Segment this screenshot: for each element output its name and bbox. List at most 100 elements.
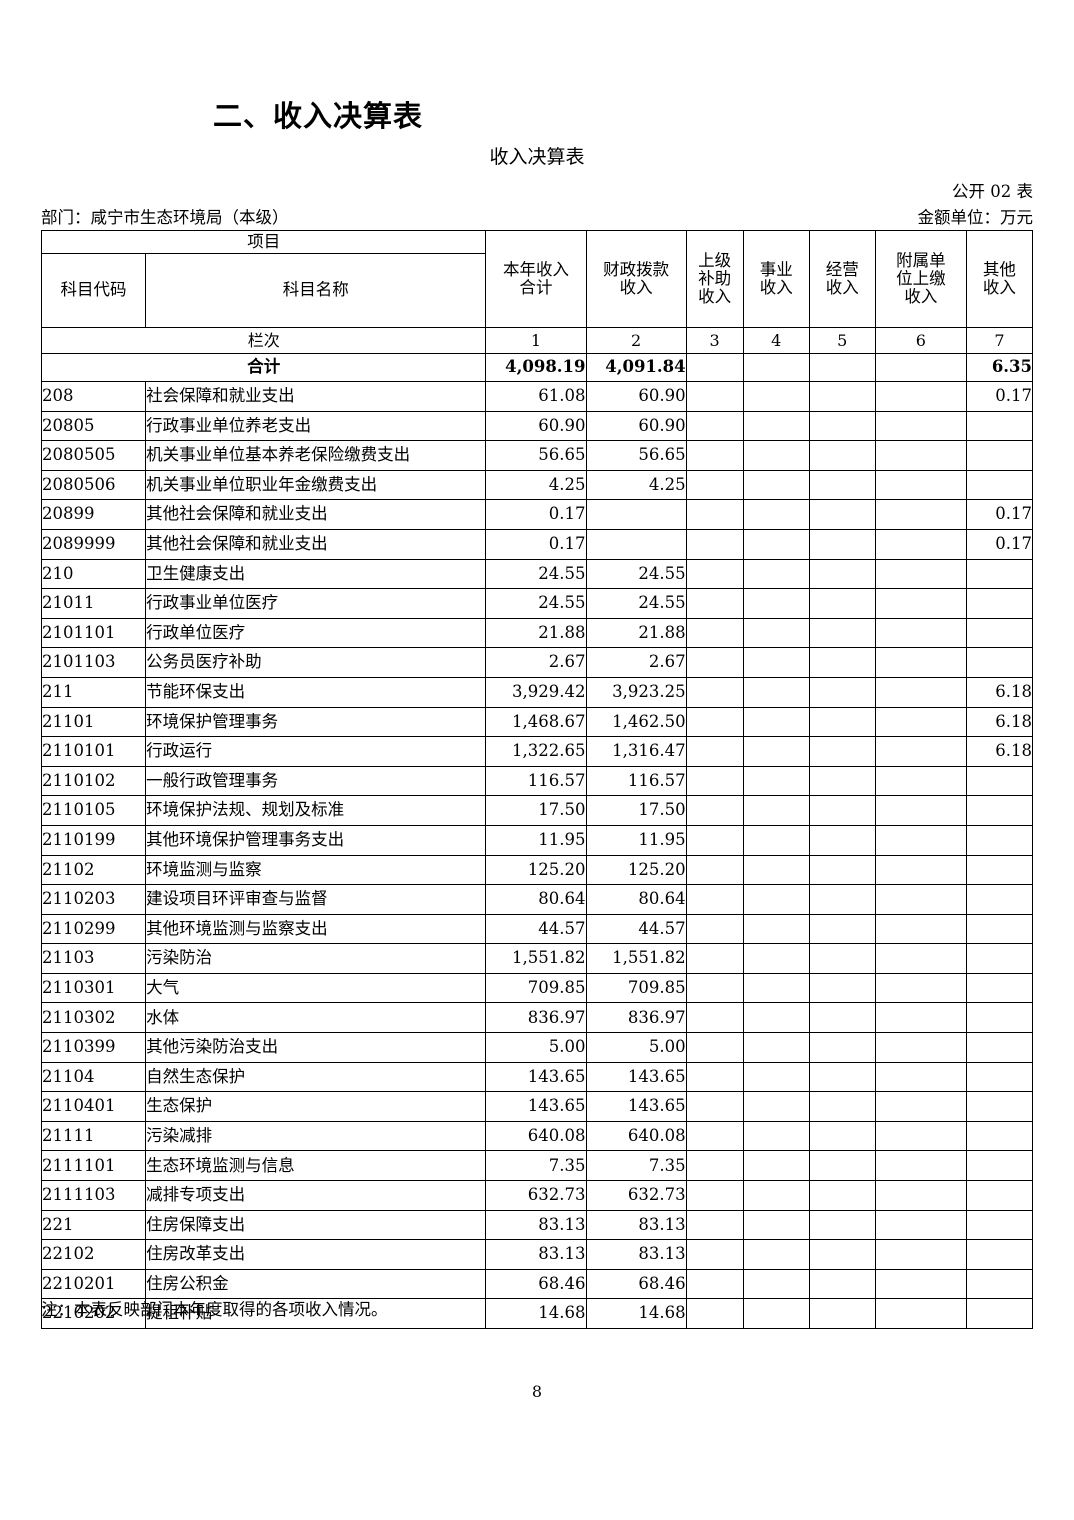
row-value-1: 83.13 bbox=[485, 1209, 587, 1241]
row-value-3 bbox=[685, 647, 744, 678]
row-code: 21104 bbox=[40, 1061, 147, 1093]
table-row: 21104 自然生态保护 143.65 143.65 bbox=[40, 1061, 1034, 1093]
row-value-2: 11.95 bbox=[585, 824, 687, 856]
row-value-1: 7.35 bbox=[485, 1150, 587, 1182]
row-value-3 bbox=[685, 410, 744, 442]
row-value-5 bbox=[808, 528, 876, 560]
row-value-1: 836.97 bbox=[485, 1002, 587, 1034]
row-value-2: 2.67 bbox=[585, 647, 687, 678]
row-value-3 bbox=[685, 1239, 744, 1270]
row-value-6 bbox=[874, 469, 967, 501]
row-value-3 bbox=[685, 824, 744, 856]
total-label: 合计 bbox=[40, 353, 487, 382]
col-header-name: 科目名称 bbox=[145, 253, 487, 328]
row-value-5 bbox=[808, 1002, 876, 1034]
row-name: 其他社会保障和就业支出 bbox=[145, 528, 487, 560]
row-value-6 bbox=[874, 1180, 967, 1211]
row-value-5 bbox=[808, 706, 876, 738]
table-row: 2110302 水体 836.97 836.97 bbox=[40, 1002, 1034, 1034]
row-value-7 bbox=[965, 1150, 1034, 1182]
row-value-1: 80.64 bbox=[485, 884, 587, 915]
col-header-line: 位上缴 bbox=[896, 269, 946, 289]
row-value-7 bbox=[965, 1091, 1034, 1122]
lanci-number-5: 5 bbox=[808, 327, 876, 354]
row-value-1: 143.65 bbox=[485, 1061, 587, 1093]
row-value-7: 0.17 bbox=[965, 381, 1034, 412]
income-settlement-table-wrapper: 项目 本年收入 合计 财政拨款 收入 上级 补助 收入 事业 收入 经营 收入 附属单 位上缴… bbox=[40, 230, 1034, 1329]
row-name: 行政事业单位医疗 bbox=[145, 588, 487, 619]
row-value-4 bbox=[742, 440, 810, 471]
row-value-4 bbox=[742, 1298, 810, 1329]
row-code: 21103 bbox=[40, 943, 147, 974]
row-value-5 bbox=[808, 884, 876, 915]
row-value-3 bbox=[685, 854, 744, 886]
lanci-number-3: 3 bbox=[685, 327, 744, 354]
row-value-7 bbox=[965, 765, 1034, 797]
row-name: 住房改革支出 bbox=[145, 1239, 487, 1270]
row-code: 21111 bbox=[40, 1120, 147, 1152]
row-value-6 bbox=[874, 795, 967, 826]
table-row: 2080505 机关事业单位基本养老保险缴费支出 56.65 56.65 bbox=[40, 440, 1034, 471]
col-header-line: 收入 bbox=[904, 286, 938, 306]
table-row: 20805 行政事业单位养老支出 60.90 60.90 bbox=[40, 410, 1034, 442]
row-value-6 bbox=[874, 736, 967, 767]
row-value-1: 1,468.67 bbox=[485, 706, 587, 738]
table-row: 2110301 大气 709.85 709.85 bbox=[40, 972, 1034, 1004]
col-header-line: 收入 bbox=[825, 278, 859, 297]
row-value-5 bbox=[808, 1239, 876, 1270]
row-value-6 bbox=[874, 943, 967, 974]
row-value-3 bbox=[685, 1002, 744, 1034]
row-value-6 bbox=[874, 1239, 967, 1270]
row-value-2: 21.88 bbox=[585, 617, 687, 649]
total-value-7: 6.35 bbox=[965, 353, 1034, 382]
department-line: 部门：咸宁市生态环境局（本级） bbox=[41, 208, 289, 227]
row-value-5 bbox=[808, 1268, 876, 1300]
row-value-2: 60.90 bbox=[585, 410, 687, 442]
row-name: 污染防治 bbox=[145, 943, 487, 974]
row-value-7: 6.18 bbox=[965, 706, 1034, 738]
row-code: 2210201 bbox=[40, 1268, 147, 1300]
row-name: 生态环境监测与信息 bbox=[145, 1150, 487, 1182]
lanci-label: 栏次 bbox=[40, 327, 487, 354]
row-value-3 bbox=[685, 943, 744, 974]
row-value-3 bbox=[685, 1120, 744, 1152]
row-value-5 bbox=[808, 1298, 876, 1329]
row-value-1: 17.50 bbox=[485, 795, 587, 826]
row-value-1: 143.65 bbox=[485, 1091, 587, 1122]
table-row: 208 社会保障和就业支出 61.08 60.90 0.17 bbox=[40, 381, 1034, 412]
row-value-7 bbox=[965, 1032, 1034, 1063]
row-value-2: 116.57 bbox=[585, 765, 687, 797]
row-value-3 bbox=[685, 440, 744, 471]
row-code: 21102 bbox=[40, 854, 147, 886]
col-header-line: 合计 bbox=[519, 278, 553, 297]
row-name: 提租补贴 bbox=[145, 1298, 487, 1329]
row-value-6 bbox=[874, 1209, 967, 1241]
row-value-3 bbox=[685, 1268, 744, 1300]
row-name: 行政事业单位养老支出 bbox=[145, 410, 487, 442]
row-value-7 bbox=[965, 795, 1034, 826]
row-name: 环境监测与监察 bbox=[145, 854, 487, 886]
row-value-4 bbox=[742, 528, 810, 560]
row-value-6 bbox=[874, 617, 967, 649]
row-code: 21011 bbox=[40, 588, 147, 619]
row-value-6 bbox=[874, 647, 967, 678]
row-value-2: 17.50 bbox=[585, 795, 687, 826]
col-header-value-2: 财政拨款 收入 bbox=[585, 230, 687, 328]
col-header-value-7: 其他 收入 bbox=[965, 230, 1034, 328]
row-value-1: 83.13 bbox=[485, 1239, 587, 1270]
total-value-4 bbox=[742, 353, 810, 382]
row-value-1: 11.95 bbox=[485, 824, 587, 856]
row-value-7 bbox=[965, 1268, 1034, 1300]
table-row: 2110401 生态保护 143.65 143.65 bbox=[40, 1091, 1034, 1122]
row-value-2: 44.57 bbox=[585, 913, 687, 945]
row-value-5 bbox=[808, 824, 876, 856]
row-value-1: 61.08 bbox=[485, 381, 587, 412]
row-code: 2110105 bbox=[40, 795, 147, 826]
row-value-1: 68.46 bbox=[485, 1268, 587, 1300]
row-code: 2110301 bbox=[40, 972, 147, 1004]
row-value-1: 60.90 bbox=[485, 410, 587, 442]
amount-unit-line: 金额单位：万元 bbox=[917, 208, 1034, 227]
row-value-6 bbox=[874, 913, 967, 945]
row-value-2: 1,462.50 bbox=[585, 706, 687, 738]
